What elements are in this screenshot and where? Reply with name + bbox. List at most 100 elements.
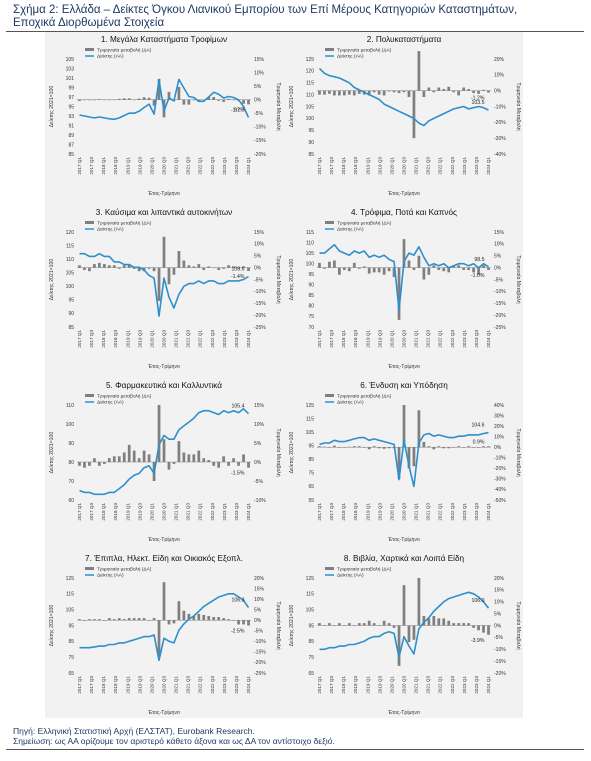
change-bar xyxy=(437,267,441,270)
change-bar xyxy=(147,620,151,621)
y2-tick-label: -30% xyxy=(494,136,506,142)
change-bar xyxy=(347,623,351,626)
y-axis-title: Δείκτης 2021=100 xyxy=(49,605,55,647)
change-bar xyxy=(157,78,161,100)
legend-label-bar: Τριμηνιαία μεταβολή (ΔΑ) xyxy=(337,566,392,573)
y-tick-label: 110 xyxy=(306,92,314,98)
chart-panel-6: 6. Ένδυση και Υπόδηση Τριμηνιαία μεταβολή… xyxy=(285,378,522,548)
x-tick-label: 2020 Q3 xyxy=(162,503,167,521)
chart-svg: 2. Πολυκαταστήματα Τριμηνιαία μεταβολή (Δ… xyxy=(289,35,522,197)
change-bar xyxy=(132,267,136,269)
x-tick-label: 2021 Q1 xyxy=(414,157,419,175)
y-tick-label: 110 xyxy=(306,240,314,246)
y2-tick-label: -15% xyxy=(494,301,506,307)
y2-tick-label: -25% xyxy=(254,671,266,677)
x-tick-label: 2022 Q3 xyxy=(450,330,455,348)
y2-tick-label: 10% xyxy=(494,242,505,248)
index-line xyxy=(79,252,249,317)
chart-title: 5. Φαρμακευτικά και Καλλυντικά xyxy=(106,381,222,390)
change-bar xyxy=(452,623,456,626)
change-bar xyxy=(212,97,216,100)
change-bar xyxy=(447,447,451,449)
change-bar xyxy=(462,447,466,448)
x-axis-title: Έτος-Τρίμηνο xyxy=(147,537,180,543)
y2-tick-label: 40% xyxy=(494,403,505,409)
change-bar xyxy=(122,452,126,462)
change-bar xyxy=(232,266,235,268)
change-bar xyxy=(142,618,146,621)
x-tick-label: 2022 Q1 xyxy=(198,676,203,694)
change-bar xyxy=(472,90,475,94)
x-tick-label: 2020 Q3 xyxy=(162,676,167,694)
x-tick-label: 2018 Q3 xyxy=(353,330,358,348)
y2-tick-label: -10% xyxy=(494,289,506,295)
y-tick-label: 95 xyxy=(68,623,74,629)
y-tick-label: 91 xyxy=(68,123,74,129)
x-axis-title: Έτος-Τρίμηνο xyxy=(387,191,420,197)
chart-svg: 5. Φαρμακευτικά και Καλλυντικά Τριμηνιαία… xyxy=(49,381,282,543)
change-bar xyxy=(192,454,196,462)
y2-tick-label: 15% xyxy=(254,57,265,63)
change-bar xyxy=(392,267,396,278)
change-bar xyxy=(462,623,466,626)
x-tick-label: 2024 Q1 xyxy=(246,157,251,175)
last-index-label: 104.6 xyxy=(472,423,485,429)
y-tick-label: 75 xyxy=(68,655,74,661)
x-tick-label: 2022 Q3 xyxy=(450,503,455,521)
change-bar xyxy=(367,447,371,450)
change-bar xyxy=(477,267,480,275)
change-bar xyxy=(372,623,376,626)
y2-tick-label: 20% xyxy=(494,57,505,63)
change-bar xyxy=(412,625,416,640)
y2-tick-label: 0% xyxy=(254,618,262,624)
change-bar xyxy=(338,267,341,275)
change-bar xyxy=(172,462,176,464)
legend-label-line: Δείκτης (ΑΑ) xyxy=(337,400,364,406)
y-tick-label: 120 xyxy=(66,230,75,236)
chart-title: 8. Βιβλία, Χαρτικά και Λοιπά Είδη xyxy=(344,554,465,563)
change-bar xyxy=(457,90,461,96)
change-bar xyxy=(222,99,226,102)
note-text: Σημείωση: ως ΑΑ ορίζουμε τον αριστερό κά… xyxy=(13,736,335,746)
change-bar xyxy=(78,265,81,268)
y2-tick-label: 15% xyxy=(494,230,505,236)
y-tick-label: 103 xyxy=(66,66,75,72)
y2-tick-label: -20% xyxy=(254,660,266,666)
change-bar xyxy=(318,262,321,268)
change-bar xyxy=(127,618,131,621)
y2-tick-label: 5% xyxy=(254,84,262,90)
change-bar xyxy=(427,446,431,448)
change-bar xyxy=(367,267,371,274)
change-bar xyxy=(477,447,480,448)
change-bar xyxy=(242,620,245,625)
x-tick-label: 2022 Q3 xyxy=(210,330,215,348)
y2-tick-label: 0% xyxy=(494,265,502,271)
last-change-label: -3.9% xyxy=(471,638,485,644)
index-line xyxy=(319,431,489,488)
x-tick-label: 2023 Q3 xyxy=(474,503,479,521)
x-tick-label: 2017 Q1 xyxy=(77,676,82,694)
change-bar xyxy=(382,447,386,449)
change-bar xyxy=(227,619,230,621)
x-tick-label: 2017 Q1 xyxy=(317,157,322,175)
y-tick-label: 75 xyxy=(308,471,314,477)
x-tick-label: 2021 Q1 xyxy=(174,676,179,694)
x-tick-label: 2021 Q3 xyxy=(186,157,191,175)
y-tick-label: 100 xyxy=(306,261,315,267)
index-line xyxy=(79,407,250,496)
y-tick-label: 125 xyxy=(306,576,315,582)
x-tick-label: 2017 Q3 xyxy=(329,676,334,694)
x-tick-label: 2018 Q3 xyxy=(353,676,358,694)
y-tick-label: 95 xyxy=(308,272,314,278)
change-bar xyxy=(432,447,436,450)
x-tick-label: 2020 Q3 xyxy=(162,157,167,175)
change-bar xyxy=(182,610,186,621)
change-bar xyxy=(117,618,121,621)
change-bar xyxy=(402,405,406,448)
y2-tick-label: -20% xyxy=(494,120,506,126)
last-change-label: -2.5% xyxy=(231,629,245,635)
change-bar xyxy=(112,99,116,101)
change-bar xyxy=(427,87,431,91)
change-bar xyxy=(367,90,371,96)
change-bar xyxy=(342,447,346,448)
